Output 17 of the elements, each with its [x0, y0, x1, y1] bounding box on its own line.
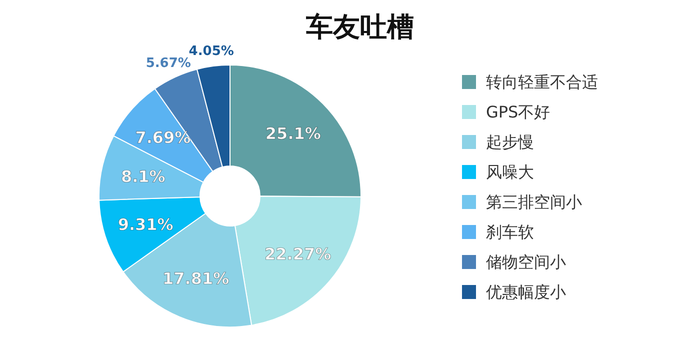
data-label: 17.81% — [162, 268, 230, 288]
legend-label: 储物空间小 — [486, 252, 566, 272]
legend-label: 起步慢 — [486, 132, 534, 152]
legend-label: 第三排空间小 — [486, 192, 582, 212]
data-label: 22.27% — [264, 244, 332, 264]
legend-label: 转向轻重不合适 — [486, 72, 598, 92]
legend-label: 风噪大 — [486, 162, 534, 182]
data-label: 7.69% — [135, 128, 191, 147]
legend-label: 刹车软 — [486, 222, 534, 242]
data-label: 5.67% — [146, 56, 191, 72]
chart-title: 车友吐槽 — [305, 12, 414, 43]
legend-label: GPS不好 — [486, 102, 550, 122]
legend-label: 优惠幅度小 — [486, 282, 566, 302]
data-label: 8.1% — [120, 166, 166, 186]
data-label: 9.31% — [118, 215, 174, 234]
data-label: 25.1% — [265, 124, 321, 143]
data-label: 4.05% — [188, 44, 234, 59]
